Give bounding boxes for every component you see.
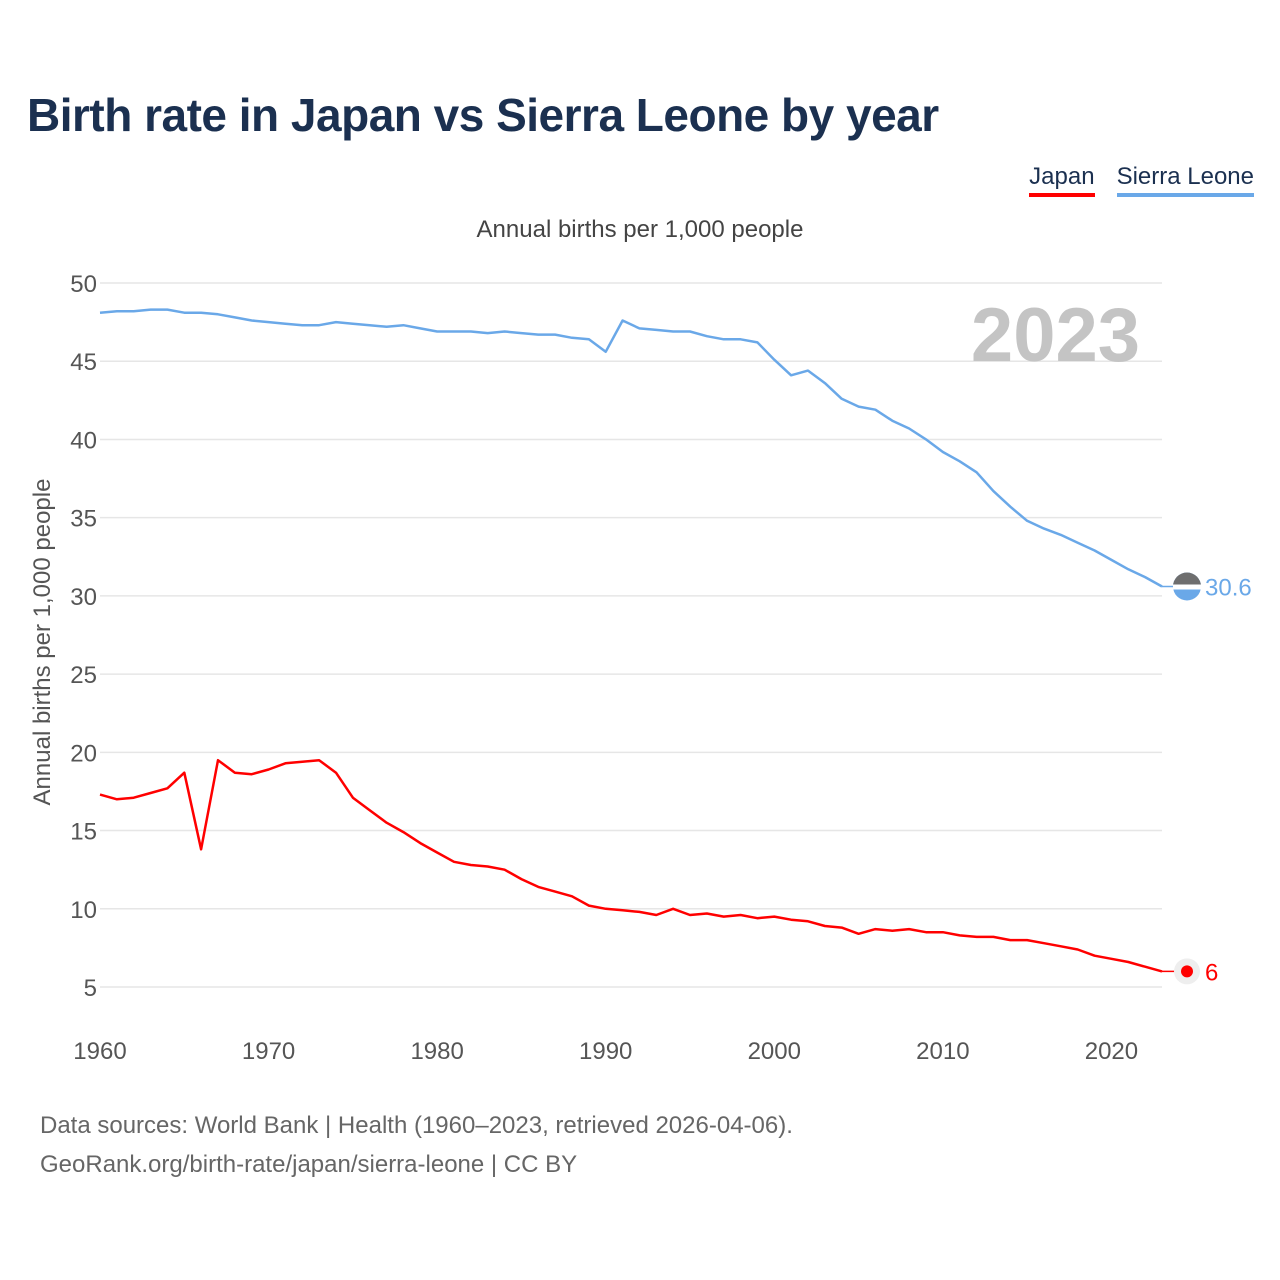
x-tick-label: 2020 [1085,1038,1138,1065]
y-tick-label: 40 [70,427,97,454]
y-tick-label: 25 [70,662,97,689]
y-tick-label: 10 [70,897,97,924]
series-line-sierra-leone[interactable] [99,308,1163,588]
chart-title: Birth rate in Japan vs Sierra Leone by y… [27,89,939,141]
chart-subtitle: Annual births per 1,000 people [476,216,804,243]
y-tick-label: 35 [70,506,97,533]
x-tick-label: 2010 [916,1038,969,1065]
flag-top-half [1173,572,1201,587]
legend: Japan Sierra Leone [1029,163,1254,197]
footer-link[interactable]: GeoRank.org/birth-rate/japan/sierra-leon… [40,1151,578,1178]
legend-item-japan[interactable]: Japan [1029,163,1095,197]
y-tick-label: 20 [70,740,97,767]
x-tick-label: 1980 [410,1038,463,1065]
legend-item-sierra-leone[interactable]: Sierra Leone [1116,163,1254,197]
x-axis-ticks: 1960 1970 1980 1990 2000 2010 2020 [73,1038,1138,1065]
year-watermark: 2023 [971,293,1140,378]
series-line-japan[interactable] [99,758,1163,973]
y-tick-label: 5 [84,975,97,1002]
y-tick-label: 30 [70,584,97,611]
flag-white-band [1173,584,1201,590]
end-marker-japan[interactable] [1181,965,1193,978]
y-tick-label: 45 [70,349,97,376]
y-tick-label: 15 [70,819,97,846]
grid-lines [100,282,1162,988]
end-value-label-japan: 6 [1205,959,1218,986]
footer: Data sources: World Bank | Health (1960–… [40,1106,793,1184]
x-tick-label: 1990 [579,1038,632,1065]
y-axis-ticks: 5 10 15 20 25 30 35 40 45 50 [70,271,97,1002]
footer-sources: Data sources: World Bank | Health (1960–… [40,1112,793,1139]
y-axis-label: Annual births per 1,000 people [29,479,56,806]
y-tick-label: 50 [70,271,97,298]
x-tick-label: 2000 [748,1038,801,1065]
x-tick-label: 1960 [73,1038,126,1065]
end-value-label-sierra-leone: 30.6 [1205,575,1252,602]
x-tick-label: 1970 [242,1038,295,1065]
